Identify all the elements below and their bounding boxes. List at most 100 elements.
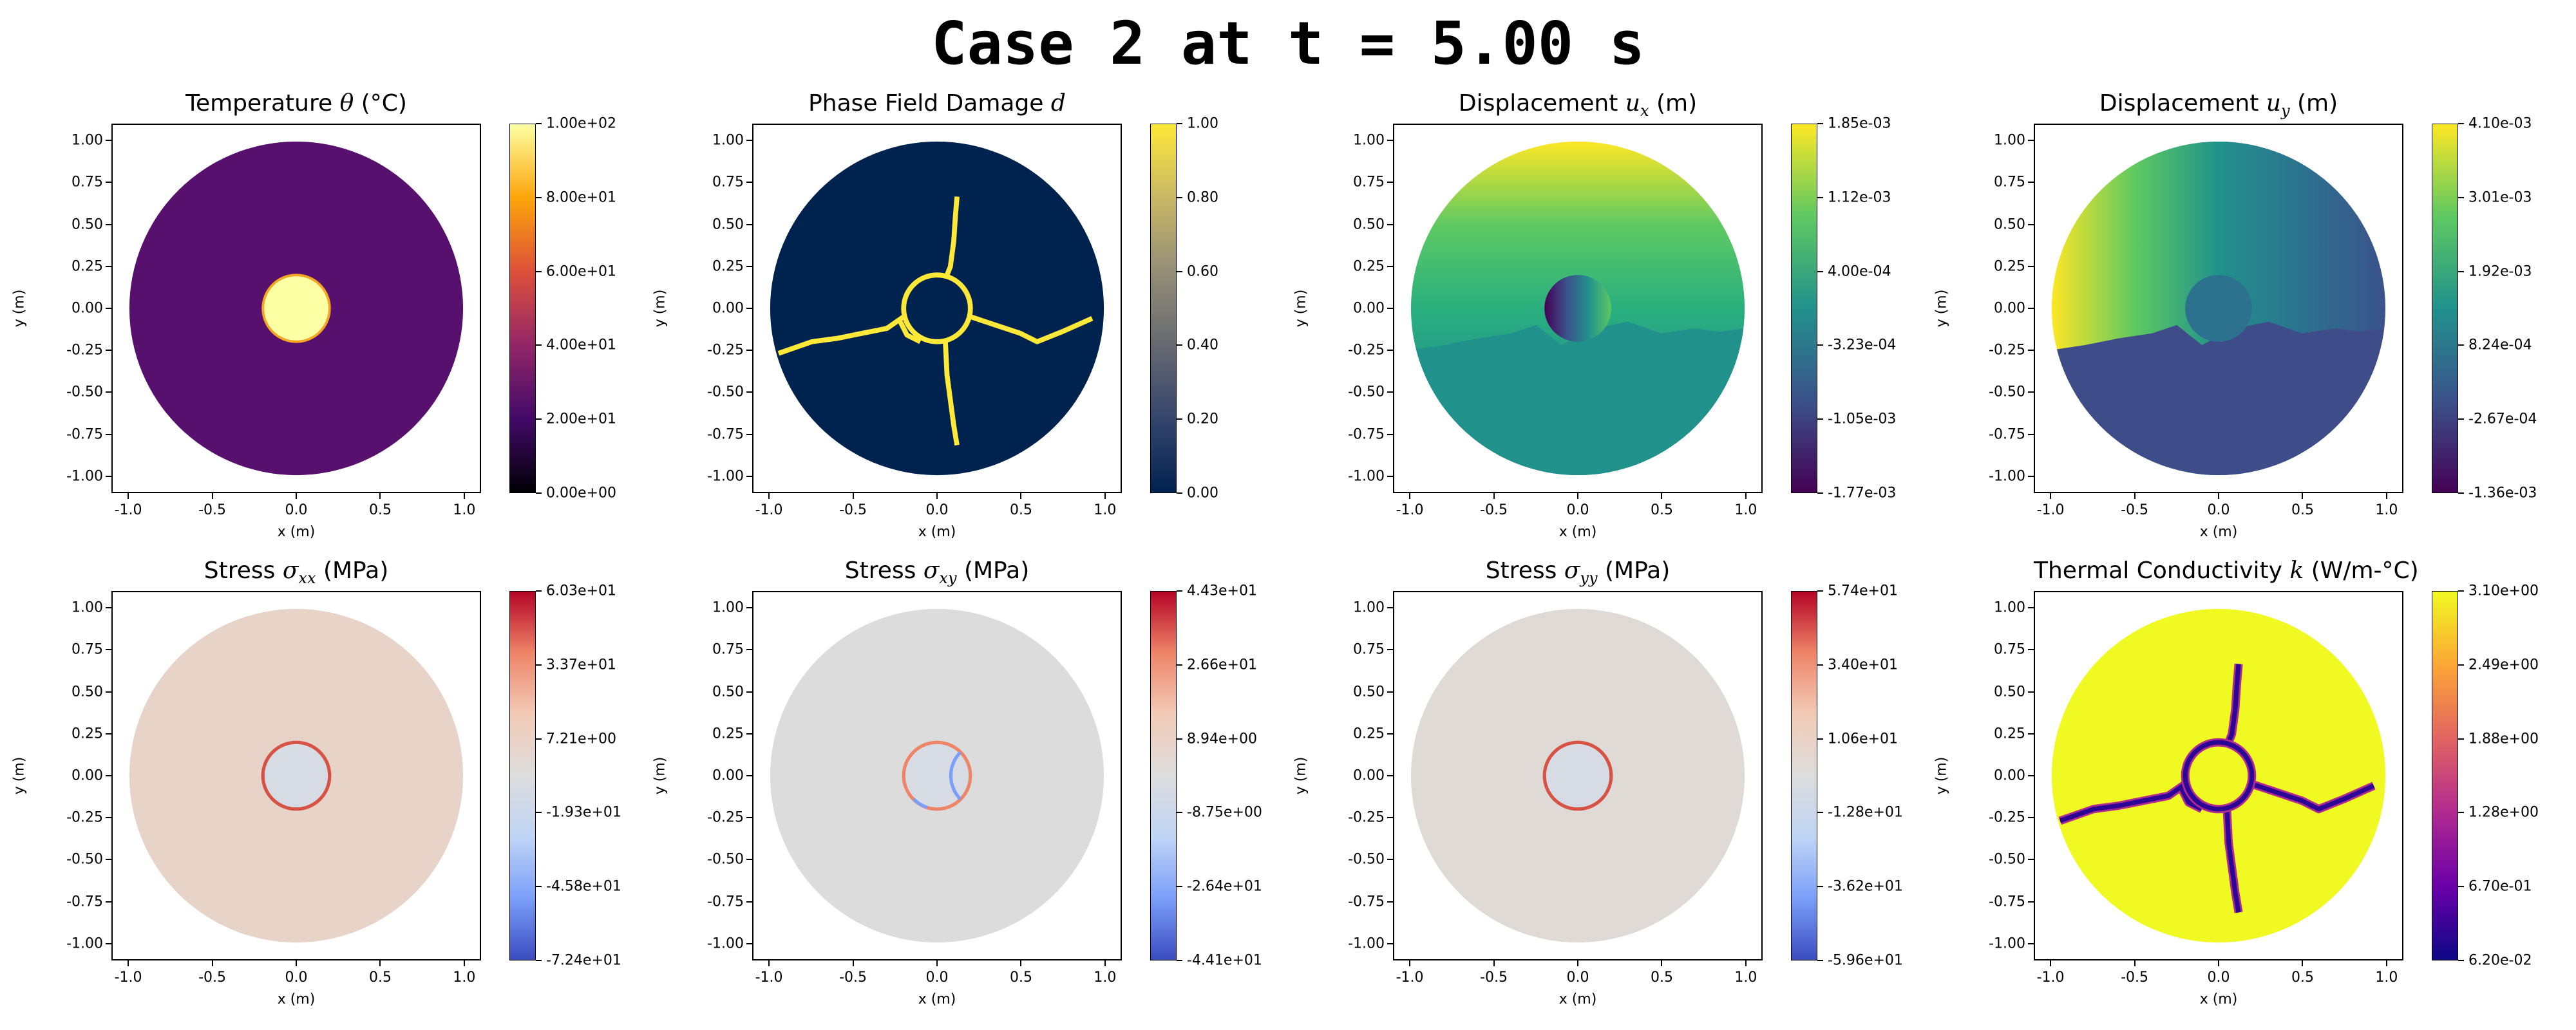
y-tick-label: -1.00 (1333, 468, 1385, 484)
y-axis-label: y (m) (652, 289, 668, 328)
x-axis-label: x (m) (1558, 524, 1597, 540)
colorbar-tick-mark (1177, 196, 1182, 198)
x-tick-mark (2134, 960, 2136, 966)
colorbar-tick-mark (536, 960, 542, 961)
plot-area (752, 591, 1122, 960)
y-tick-label: 1.00 (1974, 133, 2025, 149)
title-text: Displacement (2099, 90, 2266, 117)
colorbar-tick-mark (536, 492, 542, 494)
title-unit: (W/m-°C) (2304, 557, 2419, 584)
colorbar-tick-label: 6.70e-01 (2468, 878, 2532, 895)
colorbar-tick-mark (536, 123, 542, 124)
y-tick-label: 0.00 (1333, 301, 1385, 317)
x-tick-label: -1.0 (2036, 969, 2065, 986)
colorbar-inferno (509, 124, 536, 493)
title-text: Stress (1485, 557, 1564, 584)
y-tick-mark (2028, 475, 2034, 477)
colorbar-tick-label: -3.23e-04 (1828, 337, 1897, 353)
y-tick-mark (1387, 607, 1393, 609)
colorbar-tick-mark (2458, 590, 2464, 592)
y-tick-label: 0.50 (52, 216, 103, 232)
colorbar-tick-mark (536, 344, 542, 346)
colorbar-tick-label: -8.75e+00 (1187, 804, 1262, 821)
y-tick-label: 1.00 (1333, 133, 1385, 149)
y-tick-mark (1387, 775, 1393, 776)
y-tick-label: -0.75 (692, 894, 744, 910)
colorbar-tick-label: 4.00e-04 (1828, 263, 1891, 280)
title-text: Temperature (185, 90, 340, 117)
title-subscript: xy (939, 569, 957, 588)
y-tick-mark (746, 649, 752, 651)
x-tick-label: -1.0 (2036, 502, 2065, 518)
y-tick-mark (106, 391, 111, 393)
low-conductivity-crack (2059, 782, 2187, 823)
y-tick-mark (2028, 182, 2034, 183)
colorbar-tick-mark (2458, 492, 2464, 494)
y-tick-mark (2028, 265, 2034, 267)
x-axis-label: x (m) (1558, 991, 1597, 1007)
plot-area (1393, 591, 1763, 960)
y-tick-mark (746, 182, 752, 183)
x-tick-mark (2050, 493, 2052, 499)
colorbar-tick-label: 4.10e-03 (2468, 115, 2532, 132)
subplot-title: Stress σxx (MPa) (111, 557, 481, 587)
x-tick-mark (2218, 960, 2219, 966)
y-tick-label: 0.25 (1974, 258, 2025, 274)
colorbar-tick-label: 1.92e-03 (2468, 263, 2532, 280)
x-tick-mark (211, 960, 213, 966)
colorbar-tick-mark (1817, 123, 1823, 124)
y-tick-mark (746, 223, 752, 225)
field-plot (1410, 608, 1745, 943)
y-axis-label: y (m) (652, 756, 668, 795)
lower-region (2051, 321, 2386, 476)
domain-disk (770, 141, 1104, 476)
plot-area (2034, 124, 2403, 493)
title-symbol: d (1050, 90, 1066, 117)
crack-path (944, 196, 960, 276)
y-tick-mark (746, 901, 752, 903)
y-tick-label: -0.25 (692, 810, 744, 826)
colorbar-tick-label: 0.20 (1187, 411, 1218, 427)
colorbar-tick-label: 3.40e+01 (1828, 657, 1898, 673)
colorbar-tick-mark (1817, 590, 1823, 592)
y-tick-mark (2028, 733, 2034, 735)
colorbar-tick-label: 1.00e+02 (546, 115, 616, 132)
x-tick-label: 0.0 (2207, 969, 2230, 986)
colorbar-tick-mark (1177, 418, 1182, 420)
colorbar-tick-label: 1.00 (1187, 115, 1218, 132)
crack-path (777, 314, 905, 356)
x-tick-label: -0.5 (1480, 969, 1508, 986)
colorbar-tick-label: 0.00e+00 (546, 485, 616, 501)
field-plot (129, 608, 464, 943)
x-tick-label: -0.5 (198, 502, 226, 518)
subplot-sxy: Stress σxy (MPa) -1.0 -0.5 0.0 0.5 1.0 1.00 0.7… (641, 557, 1282, 1008)
y-tick-mark (1387, 433, 1393, 435)
y-tick-mark (746, 691, 752, 693)
colorbar-tick-mark (2458, 812, 2464, 814)
colorbar-coolwarm (1150, 591, 1177, 960)
y-tick-mark (746, 733, 752, 735)
y-tick-label: -1.00 (52, 935, 103, 951)
y-tick-mark (2028, 817, 2034, 819)
y-tick-mark (2028, 691, 2034, 693)
x-tick-label: -1.0 (114, 969, 142, 986)
colorbar-tick-label: 3.10e+00 (2468, 583, 2539, 599)
x-tick-mark (2134, 493, 2136, 499)
x-tick-mark (936, 493, 938, 499)
x-tick-label: 1.0 (453, 502, 476, 518)
y-tick-label: -0.50 (1333, 852, 1385, 868)
y-tick-mark (1387, 350, 1393, 351)
y-tick-mark (1387, 475, 1393, 477)
y-tick-mark (106, 182, 111, 183)
y-tick-label: 1.00 (52, 600, 103, 616)
y-tick-label: 1.00 (1974, 600, 2025, 616)
y-tick-label: -0.50 (692, 852, 744, 868)
y-tick-mark (106, 817, 111, 819)
colorbar-tick-mark (1817, 886, 1823, 888)
y-tick-label: -0.25 (52, 810, 103, 826)
x-axis-label: x (m) (2199, 991, 2238, 1007)
x-tick-label: 1.0 (1734, 969, 1757, 986)
field-group (770, 608, 1104, 943)
y-tick-label: 0.00 (692, 301, 744, 317)
colorbar-tick-label: 8.94e+00 (1187, 731, 1257, 747)
